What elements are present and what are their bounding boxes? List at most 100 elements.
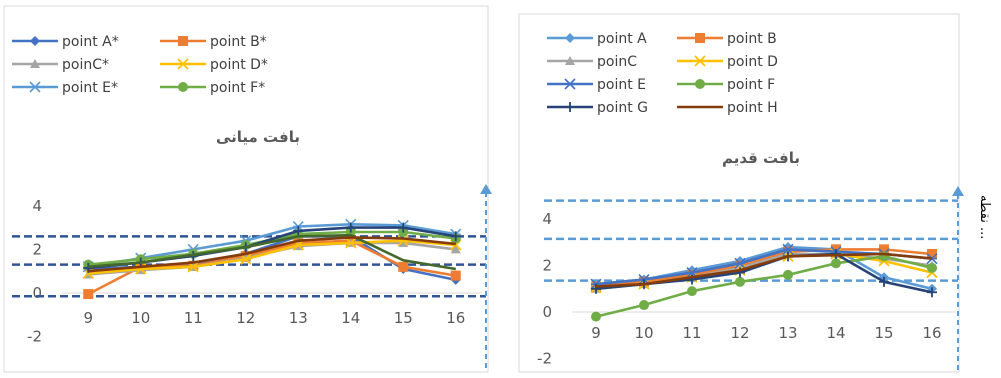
chart-frame <box>3 5 489 373</box>
y-tick-label: 0 <box>542 303 552 321</box>
legend-entry: point D* <box>160 57 268 73</box>
legend-marker <box>177 58 189 70</box>
y-tick-label: 0 <box>32 284 42 302</box>
x-tick-label: 12 <box>236 309 255 327</box>
legend-label: point E <box>597 77 646 93</box>
data-point <box>398 261 409 272</box>
series-point-d <box>82 235 462 280</box>
series-point-h <box>595 252 933 288</box>
data-point <box>831 258 841 269</box>
data-point <box>783 269 793 280</box>
data-point <box>927 287 937 298</box>
vertical-arrow-head <box>952 186 964 196</box>
series-line <box>88 236 456 273</box>
side-label: نقطه ... <box>977 195 992 239</box>
legend-marker <box>565 33 575 43</box>
legend-label: point F* <box>210 80 265 96</box>
legend-marker <box>29 81 41 93</box>
x-tick-label: 14 <box>826 324 845 342</box>
legend-marker <box>695 33 705 43</box>
data-point <box>879 276 889 287</box>
chart-title: بافت قدیم <box>722 149 800 167</box>
legend-label: point A <box>597 31 647 47</box>
x-tick-label: 16 <box>446 309 465 327</box>
data-point <box>639 300 649 311</box>
legend-label: point D* <box>210 57 268 73</box>
data-point <box>83 289 94 300</box>
legend-entry: point A* <box>12 34 119 50</box>
data-point <box>293 225 304 236</box>
data-point <box>450 231 461 242</box>
legend-marker <box>565 102 575 112</box>
series-line <box>595 248 933 288</box>
legend-entry: point B <box>677 31 777 47</box>
data-point <box>591 311 601 322</box>
data-point <box>879 244 889 255</box>
legend-entry: poinC* <box>12 57 109 73</box>
data-point <box>927 262 937 273</box>
legend-entry: point F <box>677 77 775 93</box>
x-tick-label: 15 <box>394 309 413 327</box>
data-point <box>398 237 409 247</box>
legend-entry: point E* <box>12 80 118 96</box>
legend-entry: point F* <box>160 80 265 96</box>
y-tick-label: 4 <box>32 197 42 215</box>
legend-marker <box>30 59 40 68</box>
x-tick-label: 16 <box>922 324 941 342</box>
data-point <box>450 270 461 281</box>
x-tick-label: 15 <box>874 324 893 342</box>
series-line <box>88 223 457 269</box>
x-tick-label: 11 <box>184 309 203 327</box>
legend-label: point G <box>597 100 648 116</box>
legend-marker <box>564 78 576 90</box>
legend-entry: point A <box>547 31 647 47</box>
x-tick-label: 9 <box>83 309 93 327</box>
legend-marker <box>694 55 706 67</box>
legend-marker <box>565 56 575 65</box>
series-point-f <box>591 251 937 322</box>
legend-label: point H <box>727 100 778 116</box>
legend-entry: point B* <box>160 34 267 50</box>
right-chart-panel: -2 0 2 4 9 10 11 12 13 14 15 16 بافت قدیم point A poin… <box>518 13 964 373</box>
legend-marker <box>178 36 188 46</box>
legend-marker <box>695 79 705 89</box>
legend-entry: point D <box>677 54 778 70</box>
legend-label: poinC <box>597 54 637 70</box>
legend-label: point E* <box>62 80 118 96</box>
legend-label: point A* <box>62 34 119 50</box>
chart-title: بافت میانی <box>216 128 300 146</box>
y-tick-label: -2 <box>537 349 552 367</box>
y-tick-label: 2 <box>32 240 42 258</box>
legend-marker <box>30 36 40 46</box>
data-point <box>345 237 357 249</box>
left-chart-panel: -2 0 2 4 9 10 11 12 13 14 15 16 بافت میانی point A* po… <box>3 5 492 373</box>
x-tick-label: 14 <box>341 309 360 327</box>
x-tick-label: 10 <box>634 324 653 342</box>
data-point <box>83 262 94 273</box>
series-unnamed-7 <box>88 233 457 271</box>
legend-entry: point E <box>547 77 646 93</box>
y-tick-label: 2 <box>542 257 552 275</box>
x-tick-label: 11 <box>682 324 701 342</box>
legend-label: point D <box>727 54 778 70</box>
x-tick-label: 13 <box>289 309 308 327</box>
legend-entry: point G <box>547 100 648 116</box>
data-point <box>687 286 697 297</box>
series-line <box>595 254 933 318</box>
legend-label: point B <box>727 31 777 47</box>
data-point <box>782 243 794 255</box>
x-tick-label: 10 <box>131 309 150 327</box>
data-point <box>927 249 937 259</box>
legend-label: poinC* <box>62 57 109 73</box>
data-point <box>735 276 745 287</box>
legend-label: point B* <box>210 34 267 50</box>
series-unnamed-8 <box>88 236 456 273</box>
data-point <box>345 222 356 233</box>
vertical-arrow-head <box>480 184 492 194</box>
x-tick-label: 13 <box>778 324 797 342</box>
series-line <box>88 233 457 271</box>
side-label-group: نقطه ... <box>977 195 992 239</box>
x-tick-label: 12 <box>730 324 749 342</box>
data-point <box>240 253 252 265</box>
